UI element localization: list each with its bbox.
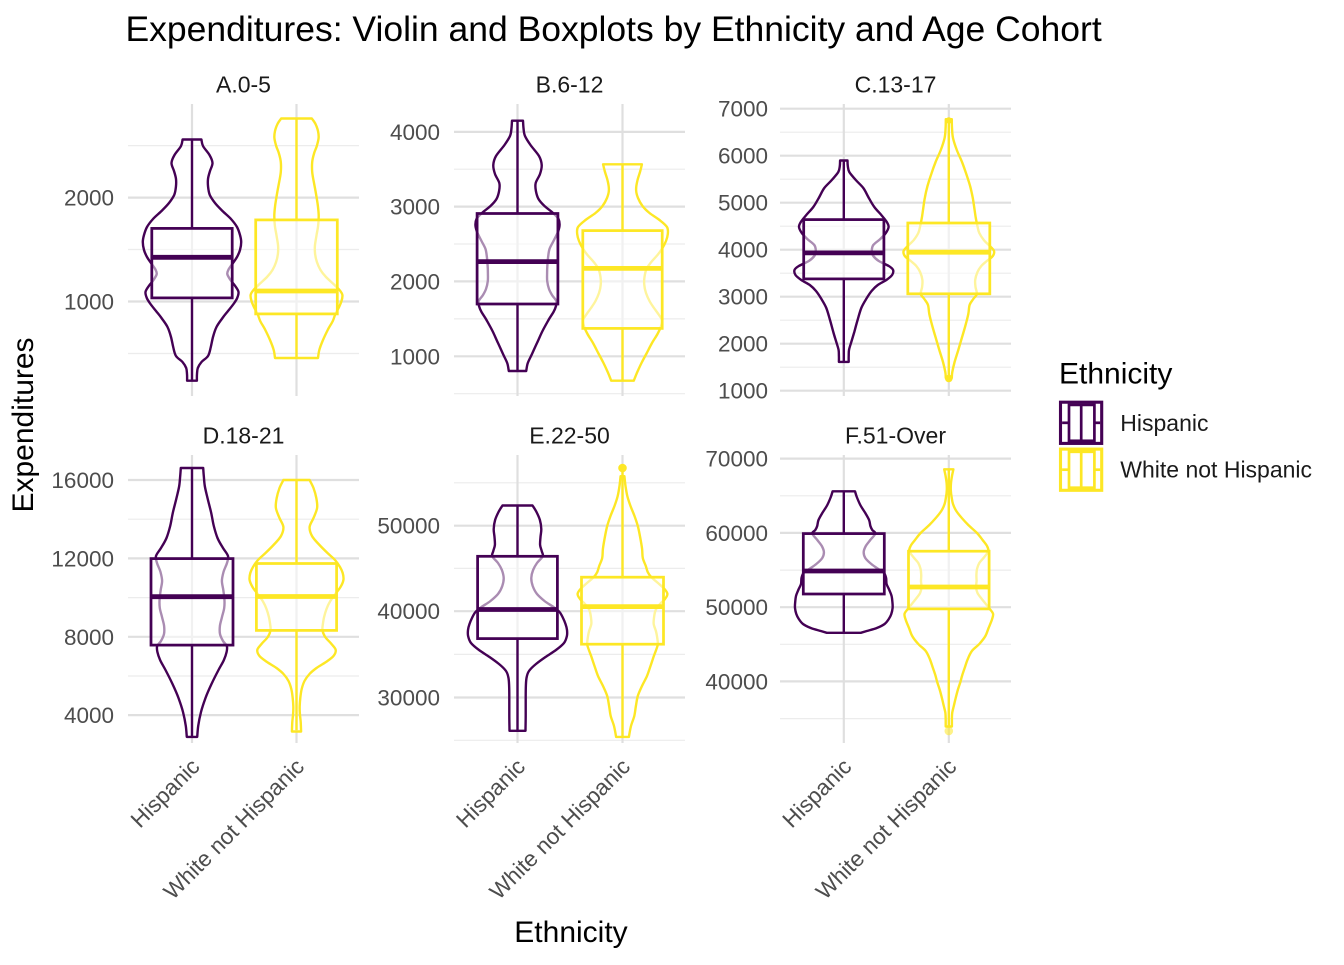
svg-text:4000: 4000 [390, 120, 440, 145]
svg-text:3000: 3000 [390, 195, 440, 220]
svg-text:7000: 7000 [718, 97, 768, 122]
svg-text:3000: 3000 [718, 285, 768, 310]
svg-text:White not Hispanic: White not Hispanic [1120, 457, 1312, 483]
svg-text:B.6-12: B.6-12 [536, 72, 604, 98]
svg-text:1000: 1000 [718, 379, 768, 404]
svg-text:F.51-Over: F.51-Over [845, 423, 946, 449]
svg-text:2000: 2000 [718, 332, 768, 357]
svg-text:2000: 2000 [64, 186, 114, 211]
svg-text:4000: 4000 [64, 703, 114, 728]
svg-text:50000: 50000 [377, 514, 440, 539]
svg-text:40000: 40000 [705, 669, 768, 694]
svg-text:16000: 16000 [51, 468, 114, 493]
svg-text:Ethnicity: Ethnicity [514, 916, 627, 949]
svg-text:50000: 50000 [705, 595, 768, 620]
svg-text:30000: 30000 [377, 686, 440, 711]
svg-text:C.13-17: C.13-17 [855, 72, 937, 98]
svg-text:1000: 1000 [390, 344, 440, 369]
svg-text:Ethnicity: Ethnicity [1059, 358, 1172, 391]
svg-text:8000: 8000 [64, 625, 114, 650]
svg-text:12000: 12000 [51, 546, 114, 571]
svg-text:40000: 40000 [377, 599, 440, 624]
svg-text:1000: 1000 [64, 290, 114, 315]
svg-text:6000: 6000 [718, 144, 768, 169]
svg-text:Hispanic: Hispanic [1120, 410, 1208, 436]
svg-text:4000: 4000 [718, 238, 768, 263]
svg-text:2000: 2000 [390, 269, 440, 294]
svg-text:60000: 60000 [705, 521, 768, 546]
svg-text:A.0-5: A.0-5 [216, 72, 271, 98]
svg-text:Expenditures: Violin and Boxpl: Expenditures: Violin and Boxplots by Eth… [126, 9, 1102, 49]
svg-text:5000: 5000 [718, 191, 768, 216]
svg-text:70000: 70000 [705, 447, 768, 472]
svg-text:Expenditures: Expenditures [7, 337, 40, 512]
svg-text:E.22-50: E.22-50 [529, 423, 610, 449]
svg-text:D.18-21: D.18-21 [203, 423, 285, 449]
